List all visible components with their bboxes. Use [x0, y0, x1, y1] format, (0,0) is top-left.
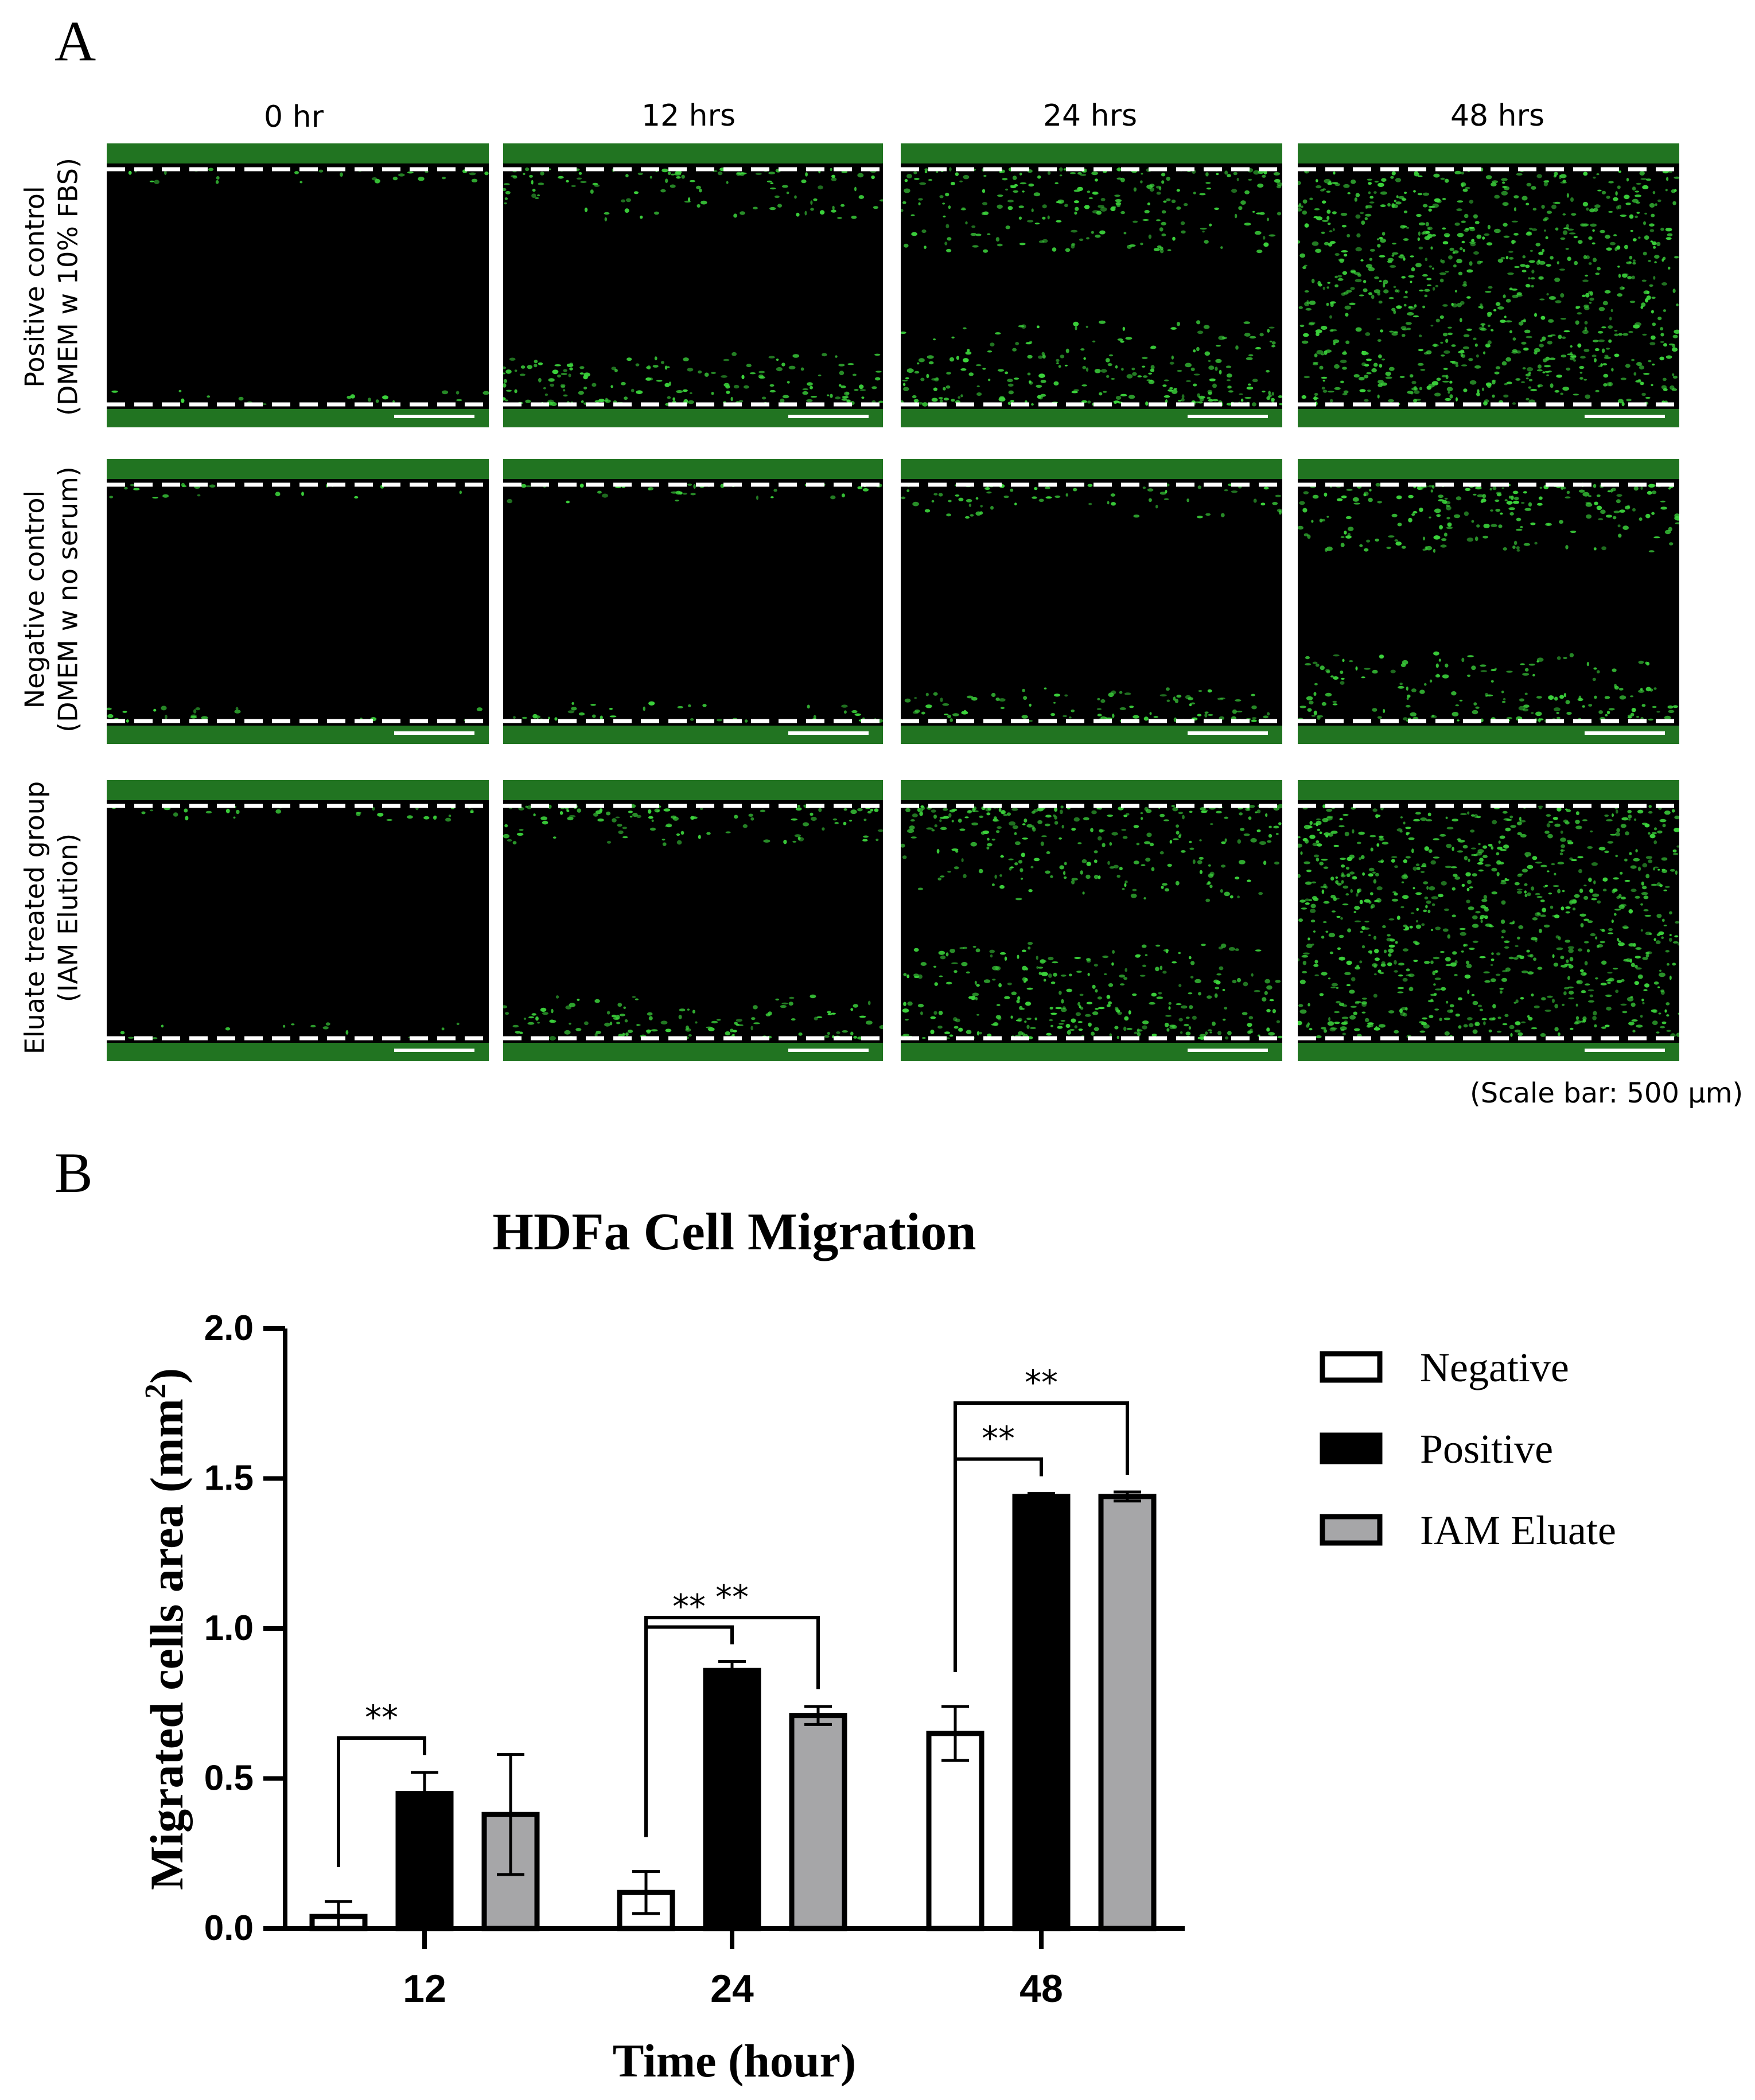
micrograph-positive-24hrs	[901, 143, 1282, 427]
bar-iam-eluate-24	[789, 1713, 847, 1931]
x-tick-label: 24	[710, 1967, 754, 2011]
significance-label: **	[672, 1587, 706, 1626]
legend-swatch-positive	[1320, 1432, 1383, 1464]
column-header-12hrs: 12 hrs	[641, 99, 736, 133]
legend-swatch-negative	[1320, 1351, 1383, 1383]
micrograph-eluate-12hrs	[503, 780, 883, 1061]
legend-label: Negative	[1420, 1345, 1569, 1390]
micrograph-eluate-24hrs	[901, 780, 1282, 1061]
micrograph-positive-0hr	[107, 143, 489, 427]
significance-label: **	[365, 1698, 398, 1737]
bar-positive-24	[703, 1667, 761, 1931]
legend-label: Positive	[1420, 1426, 1553, 1472]
column-header-0hr: 0 hr	[264, 100, 324, 134]
x-tick-label: 48	[1019, 1967, 1063, 2011]
y-tick-label: 1.0	[204, 1608, 254, 1648]
significance-label: **	[1025, 1363, 1058, 1402]
micrograph-positive-12hrs	[503, 143, 883, 427]
legend-label: IAM Eluate	[1420, 1507, 1616, 1553]
chart-title: HDFa Cell Migration	[492, 1202, 976, 1261]
column-header-48hrs: 48 hrs	[1450, 99, 1545, 133]
significance-label: **	[715, 1577, 749, 1616]
micrograph-negative-48hrs	[1298, 459, 1679, 744]
x-axis-title: Time (hour)	[613, 2035, 856, 2087]
micrograph-negative-0hr	[107, 459, 489, 744]
column-header-24hrs: 24 hrs	[1042, 99, 1138, 133]
micrograph-negative-12hrs	[503, 459, 883, 744]
y-tick-label: 1.5	[204, 1459, 254, 1498]
micrograph-eluate-48hrs	[1298, 780, 1679, 1061]
legend-swatch-iam-eluate	[1320, 1514, 1383, 1546]
y-tick-label: 0.0	[204, 1908, 254, 1948]
micrograph-positive-48hrs	[1298, 143, 1679, 427]
y-tick-label: 0.5	[204, 1759, 254, 1798]
micrograph-eluate-0hr	[107, 780, 489, 1061]
micrograph-negative-24hrs	[901, 459, 1282, 744]
bar-positive-12	[395, 1791, 454, 1931]
bar-positive-48	[1012, 1494, 1071, 1931]
bar-iam-eluate-48	[1098, 1494, 1157, 1931]
significance-bracket	[644, 1615, 820, 1837]
x-tick-label: 12	[403, 1967, 446, 2011]
y-tick-label: 2.0	[204, 1308, 254, 1348]
scale-bar-note: (Scale bar: 500 μm)	[1470, 1077, 1744, 1109]
bar-negative-48	[926, 1731, 984, 1931]
significance-bracket	[954, 1401, 1129, 1672]
panel-b-label: B	[55, 1141, 93, 1205]
y-axis-title: Migrated cells area (mm2)	[139, 1368, 193, 1890]
significance-label: **	[982, 1419, 1015, 1458]
panel-a-label: A	[55, 9, 96, 73]
significance-bracket	[337, 1736, 426, 1867]
